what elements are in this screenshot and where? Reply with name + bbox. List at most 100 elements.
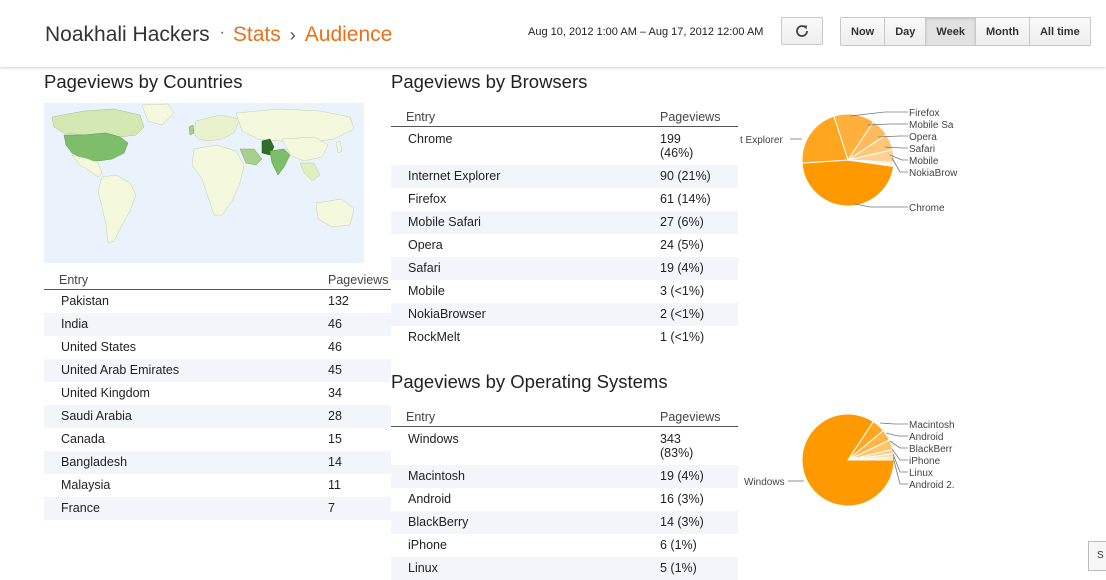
countries-pageviews-header[interactable]: Pageviews [328,266,391,290]
os-pie-label: Windows [744,477,785,488]
os-row[interactable]: iPhone 6 (1%) [391,534,738,557]
refresh-icon [796,25,808,37]
browsers-pie-label: Opera [909,132,937,143]
country-row[interactable]: France 7 [44,497,391,520]
browsers-title: Pageviews by Browsers [391,71,588,92]
country-row[interactable]: Canada 15 [44,428,391,451]
os-entry: Macintosh [391,464,660,488]
os-row[interactable]: Linux 5 (1%) [391,556,738,580]
browser-entry: Opera [408,237,443,252]
country-row[interactable]: Malaysia 11 [44,474,391,497]
country-row[interactable]: United Kingdom 34 [44,382,391,405]
os-row[interactable]: BlackBerry 14 (3%) [391,510,738,534]
os-entry: Linux [391,556,660,580]
country-entry: Bangladesh [44,451,328,474]
browser-entry: Safari [391,256,660,280]
browser-value: 24 (5%) [660,237,704,252]
browser-entry: RockMelt [408,329,461,344]
refresh-button[interactable] [781,17,823,45]
browsers-entry-header[interactable]: Entry [391,103,660,127]
browser-row[interactable]: Mobile 3 (<1%) [391,280,738,303]
browser-value: 3 (<1%) [660,283,705,298]
browser-entry: NokiaBrowser [391,302,660,326]
browser-row[interactable]: Firefox 61 (14%) [391,188,738,211]
browsers-pie-slice[interactable] [801,159,895,207]
browsers-pie-label: t Explorer [740,135,783,146]
breadcrumb-stats-link[interactable]: Stats [232,23,281,46]
browsers-pie-slice[interactable] [801,115,849,164]
browsers-pie-leaders [790,111,908,208]
os-pageviews-header[interactable]: Pageviews [660,403,738,427]
os-entry: Windows [408,432,459,446]
breadcrumb-audience: Audience [304,23,393,46]
os-pie-leaders [788,422,908,485]
os-table: Entry Pageviews Windows 343 (83%) Macintosh… [391,403,738,580]
country-value: 14 [328,451,391,474]
country-row[interactable]: India 46 [44,313,391,336]
browsers-pie-slice[interactable] [847,159,895,167]
country-entry: India [44,313,328,336]
range-all-time-button[interactable]: All time [1028,17,1091,46]
breadcrumb: Noakhali Hackers · Stats › Audience [45,23,392,47]
breadcrumb-separator: › [289,25,296,45]
range-month-button[interactable]: Month [974,17,1030,46]
browser-row[interactable]: Internet Explorer 90 (21%) [391,164,738,188]
country-entry: United Arab Emirates [44,359,328,382]
os-pie-slices [801,413,895,507]
browsers-pie-label: Firefox [909,108,940,119]
country-row[interactable]: United States 46 [44,336,391,359]
browser-value: 2 (<1%) [660,302,738,326]
country-entry: France [44,497,328,520]
country-row[interactable]: Saudi Arabia 28 [44,405,391,428]
browser-row[interactable]: NokiaBrowser 2 (<1%) [391,302,738,326]
os-row[interactable]: Android 16 (3%) [391,488,738,511]
browser-entry: Mobile [408,283,445,298]
os-value-count: 343 [660,432,681,446]
country-entry: Canada [61,432,105,446]
os-row[interactable]: Windows 343 (83%) [391,427,738,465]
header-bar: Noakhali Hackers · Stats › Audience Aug 10, … [0,0,1106,67]
browsers-pie-label: Mobile Sa [909,120,954,131]
country-row[interactable]: Pakistan 132 [44,290,391,314]
country-value: 34 [328,386,342,400]
country-value: 46 [328,313,391,336]
browser-row[interactable]: Opera 24 (5%) [391,234,738,257]
browsers-pie-label: Chrome [909,203,945,214]
browser-value-count: 199 [660,132,681,146]
browsers-pie-label: Mobile [909,156,939,167]
country-value: 11 [328,478,341,492]
browsers-pie-chart[interactable]: Firefox Mobile Sa Opera Safari Mobile No… [740,103,958,223]
browsers-pageviews-header[interactable]: Pageviews [660,103,738,127]
range-button-group: Now Day Week Month All time [840,17,1091,46]
country-row[interactable]: Bangladesh 14 [44,451,391,474]
os-value: 16 (3%) [660,491,704,506]
country-entry: United States [61,340,137,354]
os-entry-header[interactable]: Entry [391,403,660,427]
browsers-pie-label: NokiaBrow [909,168,958,179]
range-day-button[interactable]: Day [884,17,927,46]
browsers-table: Entry Pageviews Chrome 199 (46%) Internet E… [391,103,738,349]
countries-entry-header[interactable]: Entry [44,266,328,290]
browser-value: 1 (<1%) [660,329,705,344]
browser-row[interactable]: Safari 19 (4%) [391,256,738,280]
world-map[interactable] [44,103,364,263]
os-pie-chart[interactable]: Macintosh Android BlackBerr iPhone Linux… [740,403,958,523]
browser-value: 27 (6%) [660,210,738,234]
range-now-button[interactable]: Now [840,17,886,46]
browser-value: 199 (46%) [660,127,738,165]
browser-row[interactable]: Chrome 199 (46%) [391,127,738,165]
browser-row[interactable]: RockMelt 1 (<1%) [391,326,738,349]
os-value: 5 (1%) [660,556,738,580]
blog-name-link[interactable]: Noakhali Hackers [45,23,210,46]
country-entry: United Kingdom [61,386,150,400]
browser-entry: Chrome [408,132,453,146]
os-entry: Android [408,491,452,506]
country-row[interactable]: United Arab Emirates 45 [44,359,391,382]
browser-entry: Firefox [408,191,447,206]
os-pie-label: Android 2. [909,480,955,491]
world-map-graphic [44,103,364,263]
os-row[interactable]: Macintosh 19 (4%) [391,464,738,488]
os-value: 19 (4%) [660,464,738,488]
range-week-button[interactable]: Week [925,17,976,46]
browser-row[interactable]: Mobile Safari 27 (6%) [391,210,738,234]
